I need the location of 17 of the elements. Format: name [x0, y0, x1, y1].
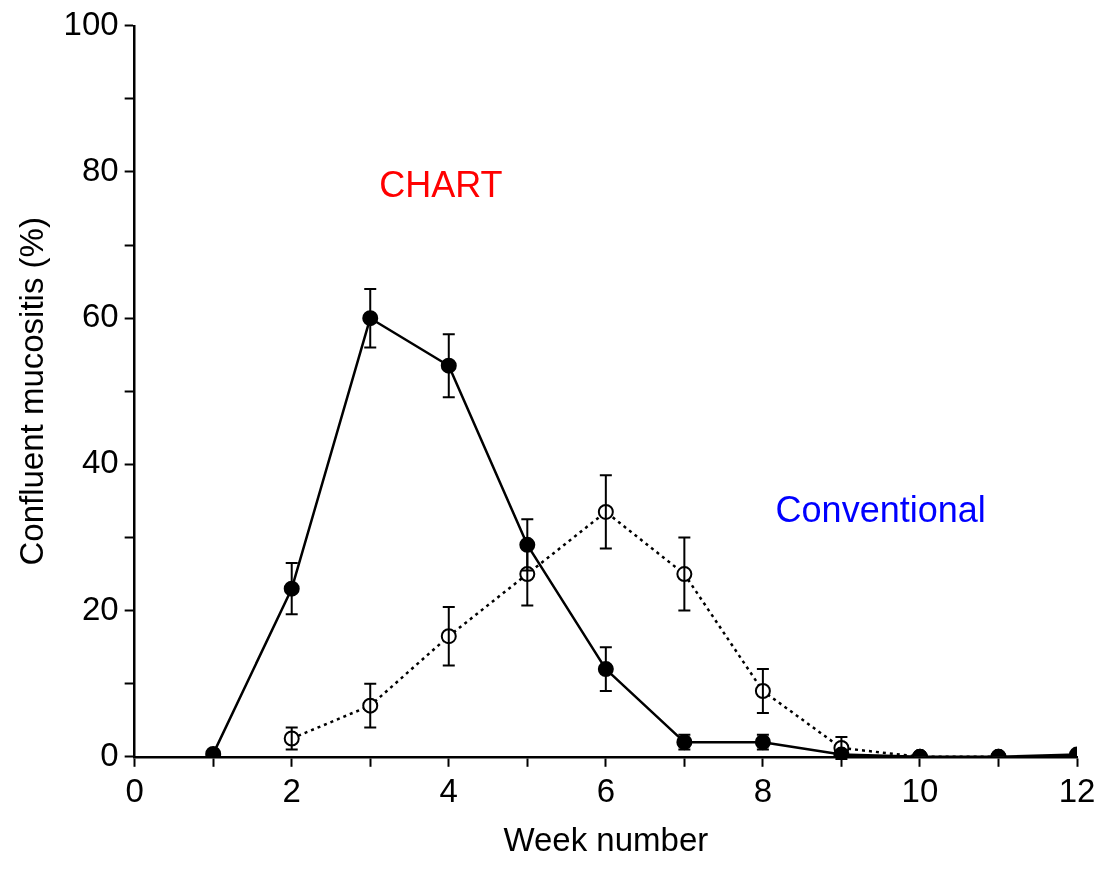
y-tick-label: 40: [81, 443, 119, 481]
y-tick-label: 0: [100, 735, 119, 773]
y-tick-label: 60: [81, 297, 119, 335]
x-tick-label: 6: [596, 771, 616, 809]
x-tick-label: 2: [282, 771, 301, 809]
x-tick-label: 10: [901, 771, 939, 809]
x-tick-label: 8: [753, 771, 773, 809]
y-tick-label: 100: [63, 4, 119, 42]
text: Conventional: [775, 488, 986, 530]
x-tick-label: 4: [439, 771, 458, 809]
x-tick-label: 12: [1058, 771, 1096, 809]
y-tick-label: 80: [81, 151, 119, 189]
x-axis-title: Week number: [503, 821, 709, 859]
y-axis-title: Confluent mucositis (%): [12, 217, 50, 566]
text: CHART: [379, 163, 503, 205]
y-tick-label: 20: [81, 589, 119, 627]
x-tick-label: 0: [125, 771, 144, 809]
